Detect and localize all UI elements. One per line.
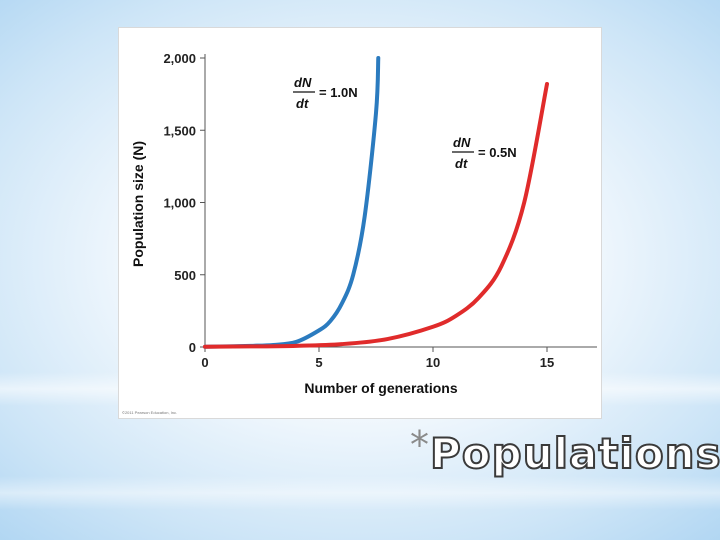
chart-axes: 0 500 1,000 1,500 2,000 0 5 10 15: [163, 51, 597, 370]
annotation-red-denominator: dt: [455, 156, 468, 171]
y-tick-label: 1,000: [163, 196, 196, 211]
y-tick-label: 1,500: [163, 123, 196, 138]
x-axis-title: Number of generations: [304, 380, 457, 396]
annotation-red-numerator: dN: [453, 135, 471, 150]
x-tick-label: 10: [426, 355, 440, 370]
y-axis-title: Population size (N): [130, 141, 146, 267]
annotation-red-equation: dN dt = 0.5N: [452, 135, 517, 171]
background-band: [0, 476, 720, 510]
x-tick-label: 15: [540, 355, 554, 370]
slide-title: Populations: [429, 428, 720, 479]
y-tick-label: 2,000: [163, 51, 196, 66]
title-bullet-asterisk: *: [410, 423, 429, 467]
annotation-blue-numerator: dN: [294, 75, 312, 90]
x-tick-label: 0: [201, 355, 208, 370]
annotation-blue-denominator: dt: [296, 96, 309, 111]
population-growth-chart: 0 500 1,000 1,500 2,000 0 5 10 15 Number of gene…: [130, 51, 597, 396]
annotation-blue-rhs: = 1.0N: [319, 85, 358, 100]
series-line-1-0N: [203, 56, 381, 349]
chart-figure: 0 500 1,000 1,500 2,000 0 5 10 15 Number of gene…: [119, 28, 601, 418]
annotation-blue-equation: dN dt = 1.0N: [293, 75, 358, 111]
x-tick-label: 5: [315, 355, 322, 370]
chart-series-layer: [203, 56, 549, 349]
series-line-0-5N: [203, 82, 549, 349]
annotation-red-rhs: = 0.5N: [478, 145, 517, 160]
y-tick-label: 500: [174, 268, 196, 283]
y-tick-label: 0: [189, 340, 196, 355]
copyright-credit: ©2011 Pearson Education, Inc.: [122, 410, 178, 415]
